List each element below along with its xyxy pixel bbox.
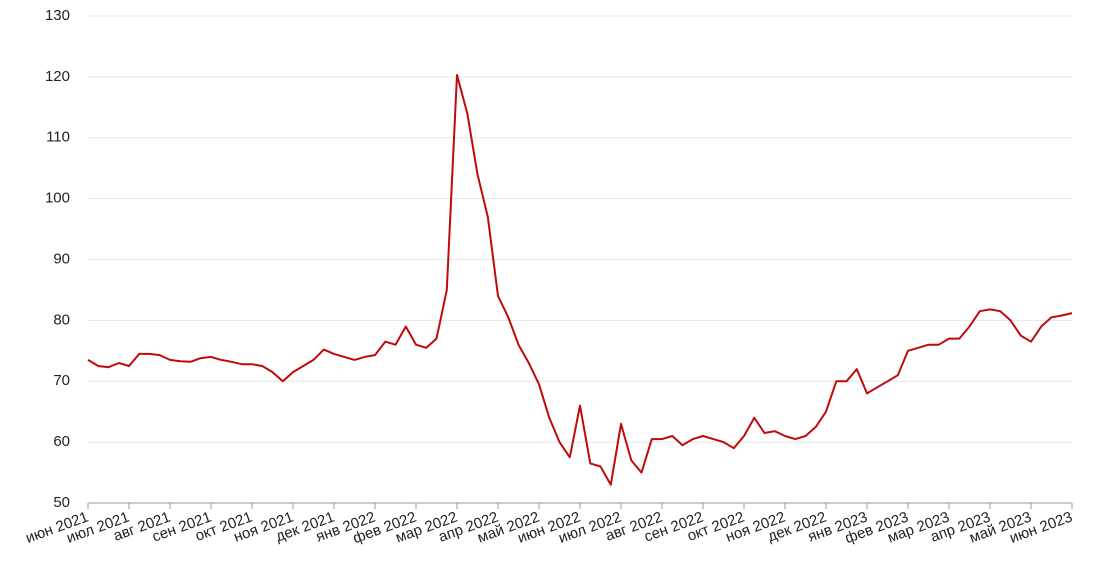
y-tick-label: 50 bbox=[53, 494, 70, 511]
y-tick-label: 120 bbox=[45, 68, 70, 85]
y-tick-label: 80 bbox=[53, 311, 70, 328]
y-tick-label: 130 bbox=[45, 7, 70, 24]
y-tick-label: 70 bbox=[53, 372, 70, 389]
y-tick-label: 60 bbox=[53, 433, 70, 450]
y-tick-label: 110 bbox=[46, 129, 70, 146]
y-tick-label: 90 bbox=[53, 250, 70, 267]
line bbox=[87, 74, 1073, 486]
y-tick-label: 100 bbox=[45, 190, 70, 207]
